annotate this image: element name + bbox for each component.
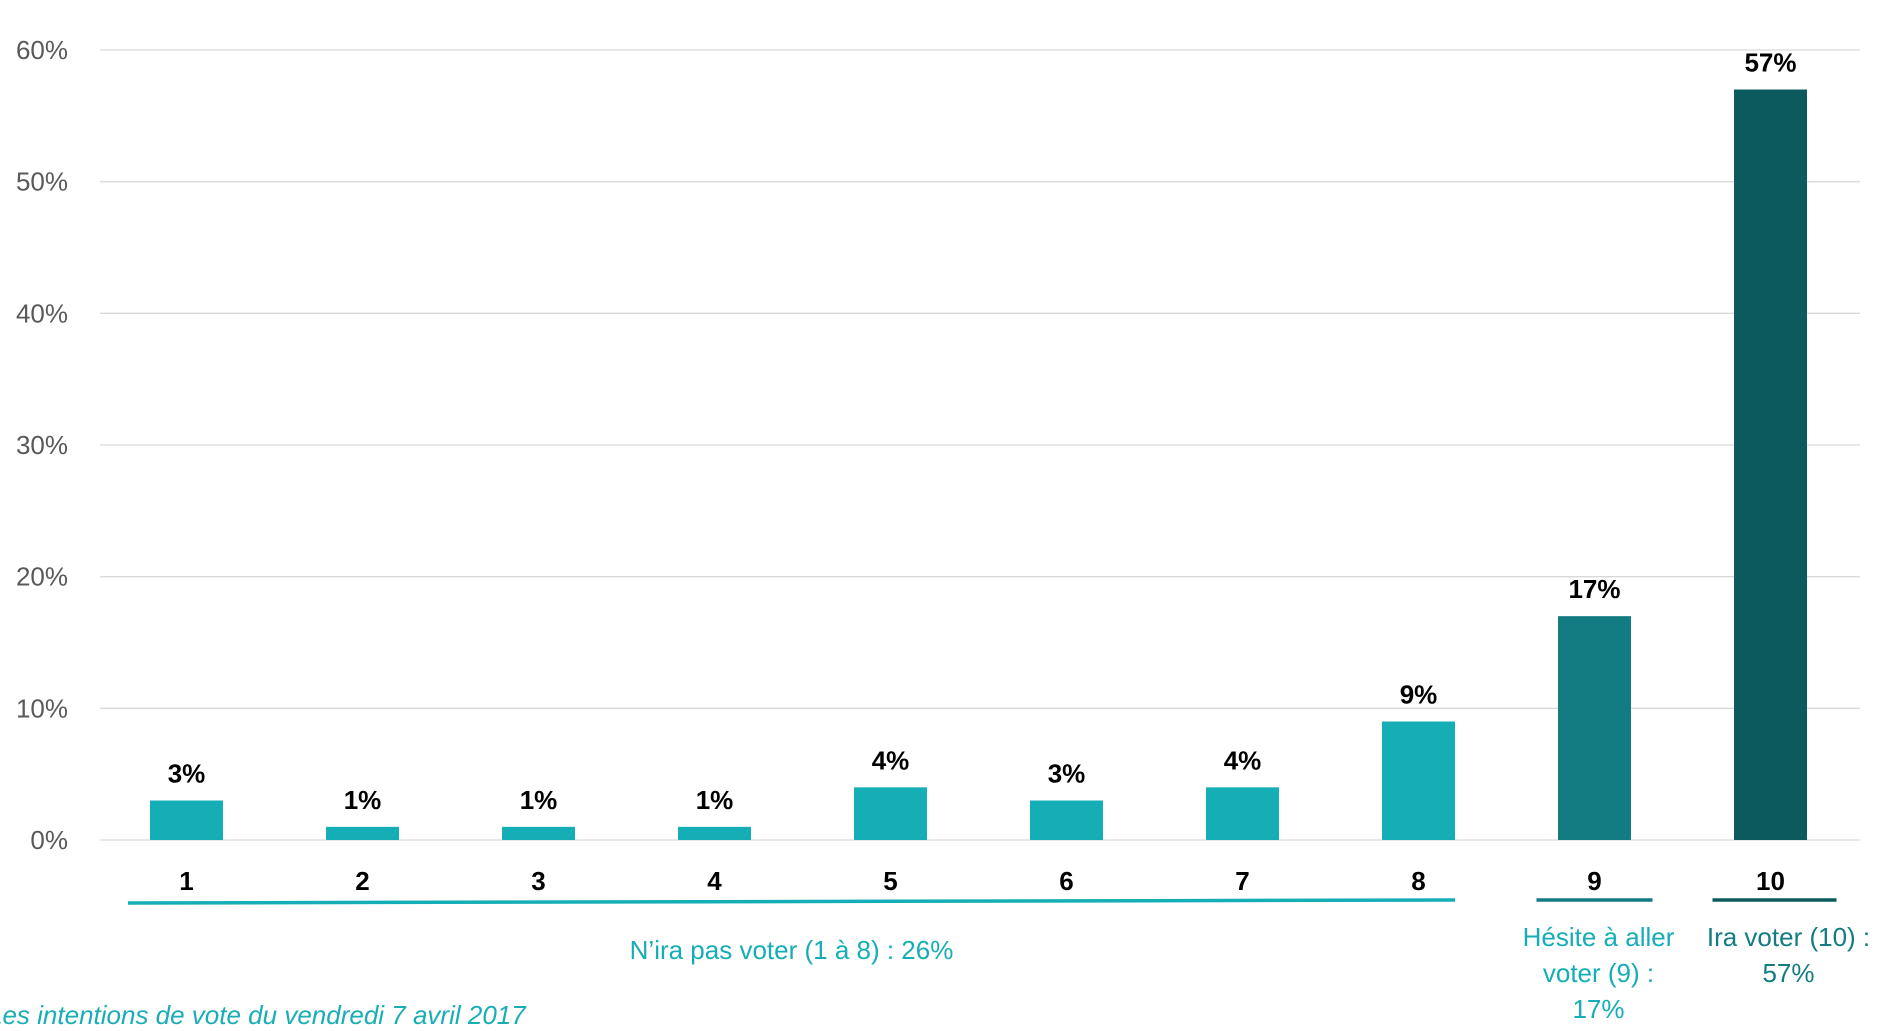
- x-tick-label: 1: [179, 866, 193, 896]
- group-label: 57%: [1762, 958, 1814, 988]
- y-tick-label: 0%: [30, 825, 68, 855]
- x-tick-label: 5: [883, 866, 897, 896]
- y-tick-label: 40%: [16, 298, 68, 328]
- y-tick-label: 60%: [16, 35, 68, 65]
- x-tick-label: 9: [1587, 866, 1601, 896]
- x-tick-label: 3: [531, 866, 545, 896]
- footnote: Les intentions de vote du vendredi 7 avr…: [0, 1000, 526, 1030]
- data-label: 4%: [1224, 745, 1262, 775]
- data-label: 17%: [1568, 574, 1620, 604]
- bar: [1030, 800, 1103, 840]
- data-label: 3%: [168, 759, 206, 789]
- x-tick-label: 7: [1235, 866, 1249, 896]
- bar: [1558, 616, 1631, 840]
- group-label: N’ira pas voter (1 à 8) : 26%: [630, 935, 954, 965]
- group-label: Ira voter (10) :: [1707, 922, 1870, 952]
- x-tick-label: 2: [355, 866, 369, 896]
- bar: [854, 787, 927, 840]
- y-tick-label: 10%: [16, 693, 68, 723]
- data-label: 9%: [1400, 680, 1438, 710]
- data-label: 3%: [1048, 759, 1086, 789]
- x-tick-label: 8: [1411, 866, 1425, 896]
- y-tick-label: 30%: [16, 430, 68, 460]
- bar: [502, 826, 575, 840]
- bar: [326, 826, 399, 840]
- data-label: 1%: [696, 785, 734, 815]
- data-label: 4%: [872, 745, 910, 775]
- y-tick-label: 50%: [16, 167, 68, 197]
- x-tick-label: 4: [707, 866, 722, 896]
- bar: [1734, 89, 1807, 840]
- data-label: 1%: [344, 785, 382, 815]
- data-label: 57%: [1744, 48, 1796, 78]
- group-label: voter (9) :: [1543, 958, 1654, 988]
- group-label: Hésite à aller: [1523, 922, 1675, 952]
- bar: [1382, 721, 1455, 840]
- x-tick-label: 6: [1059, 866, 1073, 896]
- data-label: 1%: [520, 785, 558, 815]
- x-tick-label: 10: [1756, 866, 1785, 896]
- bar: [678, 826, 751, 840]
- y-tick-label: 20%: [16, 562, 68, 592]
- group-bracket-line: [127, 898, 1456, 905]
- group-label: 17%: [1572, 994, 1624, 1023]
- bar: [150, 800, 223, 840]
- bar: [1206, 787, 1279, 840]
